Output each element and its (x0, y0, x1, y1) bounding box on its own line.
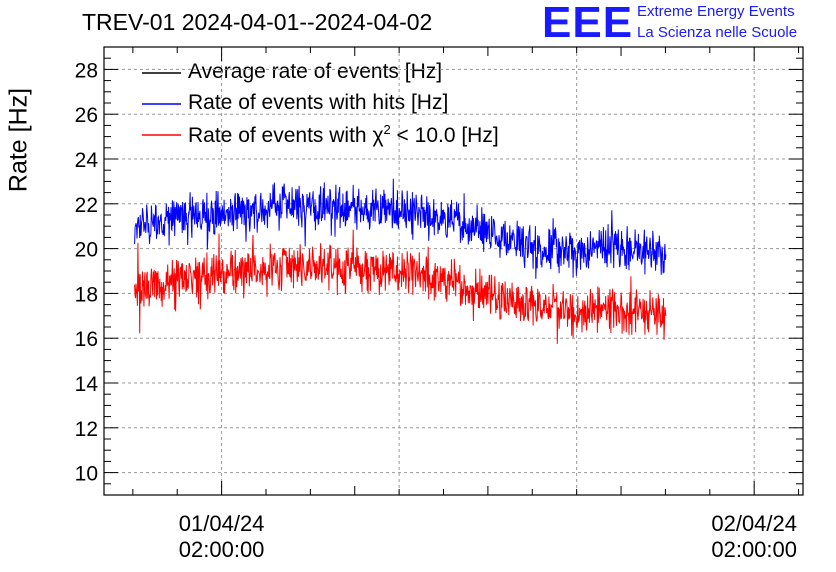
y-tick-label: 14 (75, 373, 99, 396)
x-tick-label-time: 02:00:00 (711, 537, 797, 562)
logo-line-2: La Scienza nelle Scuole (637, 24, 798, 41)
y-tick-label: 16 (75, 328, 98, 351)
y-tick-label: 24 (75, 149, 99, 172)
series-line (134, 229, 667, 344)
legend-label-hits: Rate of events with hits [Hz] (188, 91, 449, 114)
chart-title: TREV-01 2024-04-01--2024-04-02 (82, 9, 433, 35)
y-tick-label: 18 (75, 283, 98, 306)
y-tick-label: 12 (75, 418, 98, 441)
y-tick-label: 20 (75, 239, 98, 262)
y-tick-label: 28 (75, 59, 98, 82)
y-tick-label: 22 (75, 194, 98, 217)
x-tick-label-time: 02:00:00 (179, 537, 265, 562)
x-tick-label-date: 02/04/24 (711, 511, 797, 536)
eee-logo: EEE (542, 0, 634, 47)
logo-line-1: Extreme Energy Events (637, 3, 795, 20)
series-line (134, 178, 667, 279)
x-tick-label-date: 01/04/24 (179, 511, 265, 536)
legend-label-average: Average rate of events [Hz] (188, 60, 443, 83)
y-tick-label: 26 (75, 104, 98, 127)
y-tick-label: 10 (75, 463, 98, 486)
legend-label-chi2: Rate of events with χ2 < 10.0 [Hz] (188, 122, 499, 147)
